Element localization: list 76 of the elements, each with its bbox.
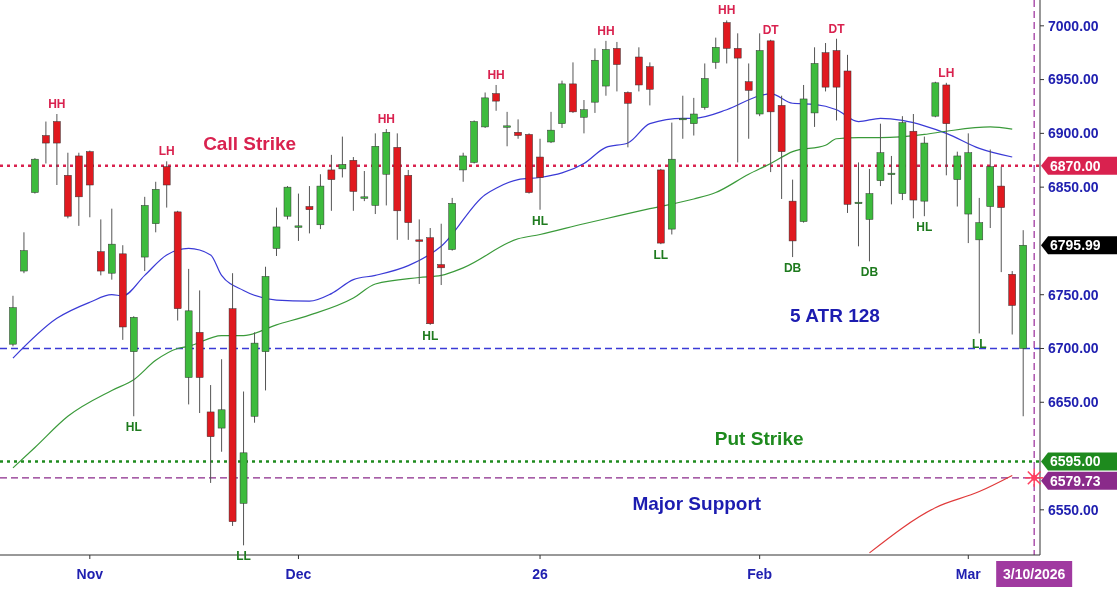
annotation: HH bbox=[48, 97, 66, 112]
y-tick-label: 6750.00 bbox=[1048, 286, 1099, 303]
candlestick bbox=[733, 32, 742, 163]
annotation: LL bbox=[653, 248, 669, 263]
candlestick bbox=[53, 113, 61, 186]
annotation: HL bbox=[125, 420, 142, 435]
x-tick-label: Mar bbox=[955, 566, 982, 582]
annotation: HH bbox=[487, 67, 505, 82]
annotation: LH bbox=[158, 144, 175, 159]
x-tick-label: Feb bbox=[747, 566, 773, 582]
annotation: DT bbox=[762, 22, 780, 37]
candlestick bbox=[503, 111, 511, 147]
y-tick-label: 6700.00 bbox=[1048, 340, 1099, 357]
y-tick-label: 6650.00 bbox=[1048, 394, 1099, 411]
line-series bbox=[12, 126, 1013, 469]
candlestick bbox=[294, 193, 303, 242]
candlestick bbox=[162, 160, 171, 209]
candlestick bbox=[975, 197, 984, 334]
y-tick-label: 7000.00 bbox=[1048, 17, 1099, 34]
candlestick bbox=[305, 185, 314, 234]
candlestick bbox=[536, 138, 544, 211]
annotation: LL bbox=[971, 337, 987, 352]
candlestick bbox=[514, 118, 522, 140]
annotation: LH bbox=[938, 65, 955, 80]
annotation: HH bbox=[377, 112, 395, 127]
candlestick bbox=[997, 166, 1005, 273]
ref-line-label: 6579.73 bbox=[1050, 472, 1101, 489]
annotation: LL bbox=[236, 549, 251, 564]
candlestick bbox=[624, 90, 632, 148]
candlestick bbox=[415, 218, 423, 285]
candlestick bbox=[459, 152, 467, 183]
candlestick bbox=[20, 231, 28, 274]
candlestick bbox=[679, 95, 687, 140]
candlestick bbox=[338, 136, 347, 178]
annotation: Put Strike bbox=[714, 428, 804, 450]
y-tick-label: 6550.00 bbox=[1048, 501, 1099, 518]
candlestick bbox=[217, 358, 226, 453]
candlestick bbox=[580, 99, 588, 134]
ref-line-label: 6870.00 bbox=[1050, 157, 1101, 174]
line-series bbox=[868, 474, 1013, 554]
annotation: HL bbox=[422, 328, 439, 343]
annotation: 5 ATR 128 bbox=[790, 305, 880, 326]
candlestick bbox=[547, 111, 555, 144]
candlestick bbox=[854, 161, 863, 247]
candlestick bbox=[272, 207, 281, 257]
annotation: HL bbox=[532, 213, 549, 228]
candlestick bbox=[97, 218, 105, 276]
annotation: DT bbox=[828, 21, 846, 36]
annotation: HL bbox=[916, 220, 933, 235]
x-tick-label: 3/10/2026 bbox=[1003, 566, 1066, 582]
candlestick bbox=[327, 154, 336, 212]
candlestick bbox=[360, 170, 369, 202]
annotation: DB bbox=[860, 265, 879, 280]
y-tick-label: 6900.00 bbox=[1048, 125, 1099, 142]
candlestick bbox=[492, 84, 500, 112]
candlestick bbox=[887, 155, 896, 205]
candlestick bbox=[711, 37, 720, 70]
text: 6795.99 bbox=[1050, 237, 1101, 254]
candlestick bbox=[437, 223, 445, 286]
candlestick bbox=[613, 41, 621, 92]
annotation: DB bbox=[783, 261, 802, 276]
candlestick bbox=[744, 62, 753, 140]
annotation: Call Strike bbox=[203, 132, 297, 154]
ref-line-label: 6595.00 bbox=[1050, 453, 1101, 470]
y-tick-label: 6850.00 bbox=[1048, 179, 1099, 196]
annotation: HH bbox=[718, 3, 736, 18]
candlestick bbox=[690, 97, 698, 137]
annotation: Major Support bbox=[632, 492, 762, 514]
x-tick-label: Nov bbox=[76, 566, 104, 582]
x-tick-label: Dec bbox=[285, 566, 312, 582]
x-tick-label: 26 bbox=[532, 566, 549, 582]
candlestick bbox=[646, 61, 654, 106]
candlestick bbox=[42, 121, 50, 164]
candlestick bbox=[953, 151, 962, 208]
annotation: HH bbox=[597, 23, 615, 38]
y-tick-label: 6950.00 bbox=[1048, 71, 1099, 88]
